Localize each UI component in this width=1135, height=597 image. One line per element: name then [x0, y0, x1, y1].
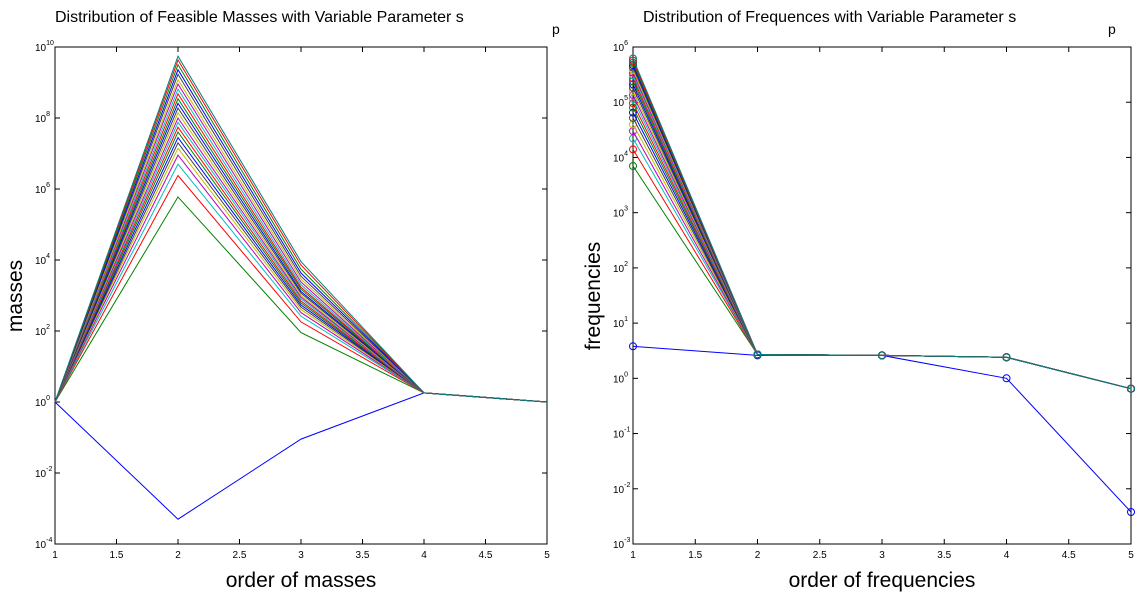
y-tick-label: 100 [613, 371, 628, 385]
data-point-marker [629, 56, 637, 65]
x-tick-label: 1 [630, 550, 636, 561]
y-tick-label: 102 [35, 324, 50, 338]
y-tick-label: 101 [613, 316, 628, 330]
data-point-marker [1002, 374, 1011, 383]
masses-chart: Distribution of Feasible Masses with Var… [4, 9, 560, 592]
y-ticks: 10-3 10-2 10-1 100 101 102 103 104 105 106 [613, 40, 1131, 551]
y-tick-label: 100 [35, 395, 50, 409]
plot-area [632, 46, 1132, 545]
x-tick-label: 3.5 [356, 550, 370, 561]
x-tick-label: 1.5 [110, 550, 124, 561]
data-point-marker [753, 350, 762, 359]
x-axis-label: order of masses [226, 569, 377, 592]
chart-title: Distribution of Frequences with Variable… [643, 9, 1016, 26]
x-tick-label: 4 [421, 550, 427, 561]
y-tick-label: 10-2 [35, 466, 52, 480]
data-point-marker [629, 342, 637, 351]
x-tick-label: 4.5 [479, 550, 493, 561]
title-subscript: p [552, 21, 560, 37]
x-ticks: 1 1.5 2 2.5 3 3.5 4 4.5 5 [52, 47, 550, 561]
y-tick-label: 104 [35, 253, 50, 267]
y-ticks: 10-4 10-2 100 102 104 106 108 1010 [35, 40, 547, 551]
chart-title: Distribution of Feasible Masses with Var… [55, 9, 464, 26]
y-tick-label: 105 [613, 95, 628, 109]
y-tick-label: 1010 [35, 40, 54, 54]
y-axis-label: frequencies [582, 242, 605, 351]
x-tick-label: 5 [1128, 550, 1134, 561]
x-tick-label: 3 [879, 550, 885, 561]
y-tick-label: 106 [35, 182, 50, 196]
y-tick-label: 10-4 [35, 537, 52, 551]
data-point-marker [629, 108, 637, 117]
x-tick-label: 2.5 [233, 550, 247, 561]
series-lines [629, 54, 1135, 516]
x-tick-label: 4 [1004, 550, 1010, 561]
y-tick-label: 108 [35, 111, 50, 125]
x-tick-label: 1 [52, 550, 58, 561]
y-tick-label: 106 [613, 40, 628, 54]
data-point-marker [629, 54, 637, 63]
data-point-marker [629, 145, 637, 154]
x-tick-label: 4.5 [1062, 550, 1076, 561]
y-axis-label: masses [4, 260, 27, 332]
y-tick-label: 104 [613, 150, 628, 164]
data-point-marker [1002, 353, 1011, 362]
data-point-marker [629, 162, 637, 170]
y-tick-label: 10-3 [613, 537, 630, 551]
data-point-marker [629, 113, 637, 122]
series-lines [54, 55, 548, 520]
x-tick-label: 2 [175, 550, 181, 561]
x-ticks: 1 1.5 2 2.5 3 3.5 4 4.5 5 [630, 47, 1134, 561]
x-tick-label: 2.5 [813, 550, 827, 561]
y-tick-label: 103 [613, 206, 628, 220]
series-line [54, 55, 548, 403]
x-tick-label: 1.5 [688, 550, 702, 561]
x-axis-label: order of frequencies [789, 569, 976, 592]
x-tick-label: 3 [298, 550, 304, 561]
x-tick-label: 2 [755, 550, 761, 561]
y-tick-label: 102 [613, 261, 628, 275]
y-tick-label: 10-2 [613, 482, 630, 496]
x-tick-label: 3.5 [937, 550, 951, 561]
title-subscript: p [1108, 21, 1116, 37]
x-tick-label: 5 [544, 550, 550, 561]
data-point-marker [878, 351, 886, 360]
frequencies-chart: Distribution of Frequences with Variable… [582, 9, 1135, 592]
series-line [632, 58, 1132, 390]
y-tick-label: 10-1 [613, 427, 630, 441]
